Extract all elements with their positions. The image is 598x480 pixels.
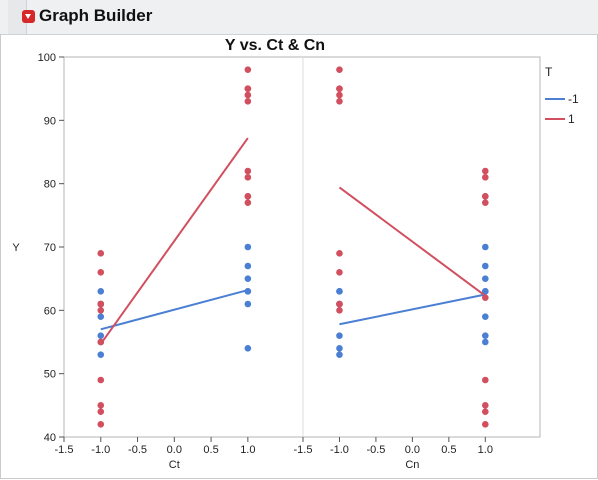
disclosure-triangle-icon[interactable] [22, 10, 35, 23]
data-point-t-1 [482, 243, 489, 251]
data-point-t1 [244, 91, 252, 99]
y-axis-label: Y [12, 242, 20, 254]
data-point-t-1 [244, 243, 252, 251]
data-point-t1 [336, 269, 343, 276]
data-point-t1 [97, 402, 105, 409]
data-point-t1 [97, 376, 105, 384]
data-point-t-1 [482, 313, 489, 320]
data-point-t1 [482, 402, 489, 409]
x-tick-label: -1.5 [294, 444, 313, 456]
x-tick-label: -1.0 [91, 444, 110, 456]
data-point-t1 [336, 98, 343, 105]
data-point-t-1 [482, 275, 489, 282]
x-tick-label: -0.5 [366, 444, 385, 456]
data-point-t1 [244, 98, 252, 105]
data-point-t-1 [244, 262, 252, 270]
y-tick-label: 100 [38, 52, 56, 64]
x-axis-label-cn: Cn [405, 459, 419, 471]
data-point-t1 [336, 250, 343, 257]
data-point-t-1 [97, 313, 105, 320]
window-title: Graph Builder [39, 6, 153, 25]
mean-line-t-1 [339, 293, 486, 326]
x-tick-label: -1.5 [55, 444, 74, 456]
data-point-t1 [482, 167, 489, 175]
x-tick-label: 0.0 [405, 444, 420, 456]
data-point-t1 [482, 174, 489, 181]
data-point-t1 [244, 66, 252, 73]
data-point-t1 [97, 250, 105, 257]
data-point-t1 [482, 294, 489, 301]
mean-line-t-1 [100, 289, 249, 331]
data-point-t-1 [336, 332, 343, 339]
x-tick-label: 0.5 [441, 444, 456, 456]
data-point-t-1 [244, 275, 252, 282]
y-tick-label: 50 [44, 369, 56, 381]
data-point-t-1 [97, 351, 105, 358]
data-point-t-1 [336, 351, 343, 358]
data-point-t1 [482, 376, 489, 384]
data-point-t1 [97, 408, 105, 415]
data-point-t1 [244, 174, 252, 181]
x-tick-label: 1.0 [240, 444, 255, 456]
y-tick-label: 80 [44, 179, 56, 191]
x-tick-label: 0.5 [203, 444, 218, 456]
data-point-t1 [97, 421, 105, 428]
data-point-t-1 [336, 288, 343, 295]
legend-label-t1: 1 [568, 112, 575, 126]
x-axis-label-ct: Ct [169, 459, 180, 471]
data-point-t1 [482, 408, 489, 415]
data-point-t-1 [482, 288, 489, 295]
data-point-t-1 [97, 332, 105, 339]
data-point-t1 [244, 199, 252, 206]
x-tick-label: -1.0 [330, 444, 349, 456]
y-tick-label: 40 [44, 432, 56, 444]
data-point-t1 [244, 167, 252, 175]
data-point-t1 [336, 66, 343, 73]
chart-title: Y vs. Ct & Cn [225, 37, 325, 54]
data-point-t1 [97, 307, 105, 314]
data-point-t1 [336, 91, 343, 99]
legend-label-t-1: -1 [568, 92, 579, 106]
data-point-t1 [244, 193, 252, 200]
plot-frame [63, 56, 541, 438]
data-point-t1 [336, 307, 343, 314]
x-tick-label: -0.5 [128, 444, 147, 456]
data-point-t-1 [336, 345, 343, 352]
data-point-t-1 [97, 288, 105, 295]
x-tick-label: 0.0 [167, 444, 182, 456]
data-point-t1 [482, 199, 489, 206]
data-point-t-1 [244, 345, 252, 352]
mean-line-t1 [338, 186, 486, 297]
data-point-t1 [336, 85, 343, 92]
data-point-t1 [336, 300, 343, 308]
window-header: Graph Builder [0, 0, 598, 35]
data-point-t1 [244, 85, 252, 92]
data-point-t-1 [482, 332, 489, 339]
data-point-t1 [97, 269, 105, 276]
data-point-t1 [482, 421, 489, 428]
data-point-t-1 [482, 338, 489, 346]
legend-title: T [545, 65, 553, 79]
data-point-t-1 [482, 262, 489, 270]
data-point-t1 [482, 193, 489, 200]
y-tick-label: 90 [44, 115, 56, 127]
x-tick-label: 1.0 [478, 444, 493, 456]
data-point-t1 [97, 300, 105, 308]
data-point-t-1 [244, 300, 252, 308]
mean-line-t1 [99, 137, 249, 345]
y-tick-label: 70 [44, 242, 56, 254]
y-tick-label: 60 [44, 305, 56, 317]
